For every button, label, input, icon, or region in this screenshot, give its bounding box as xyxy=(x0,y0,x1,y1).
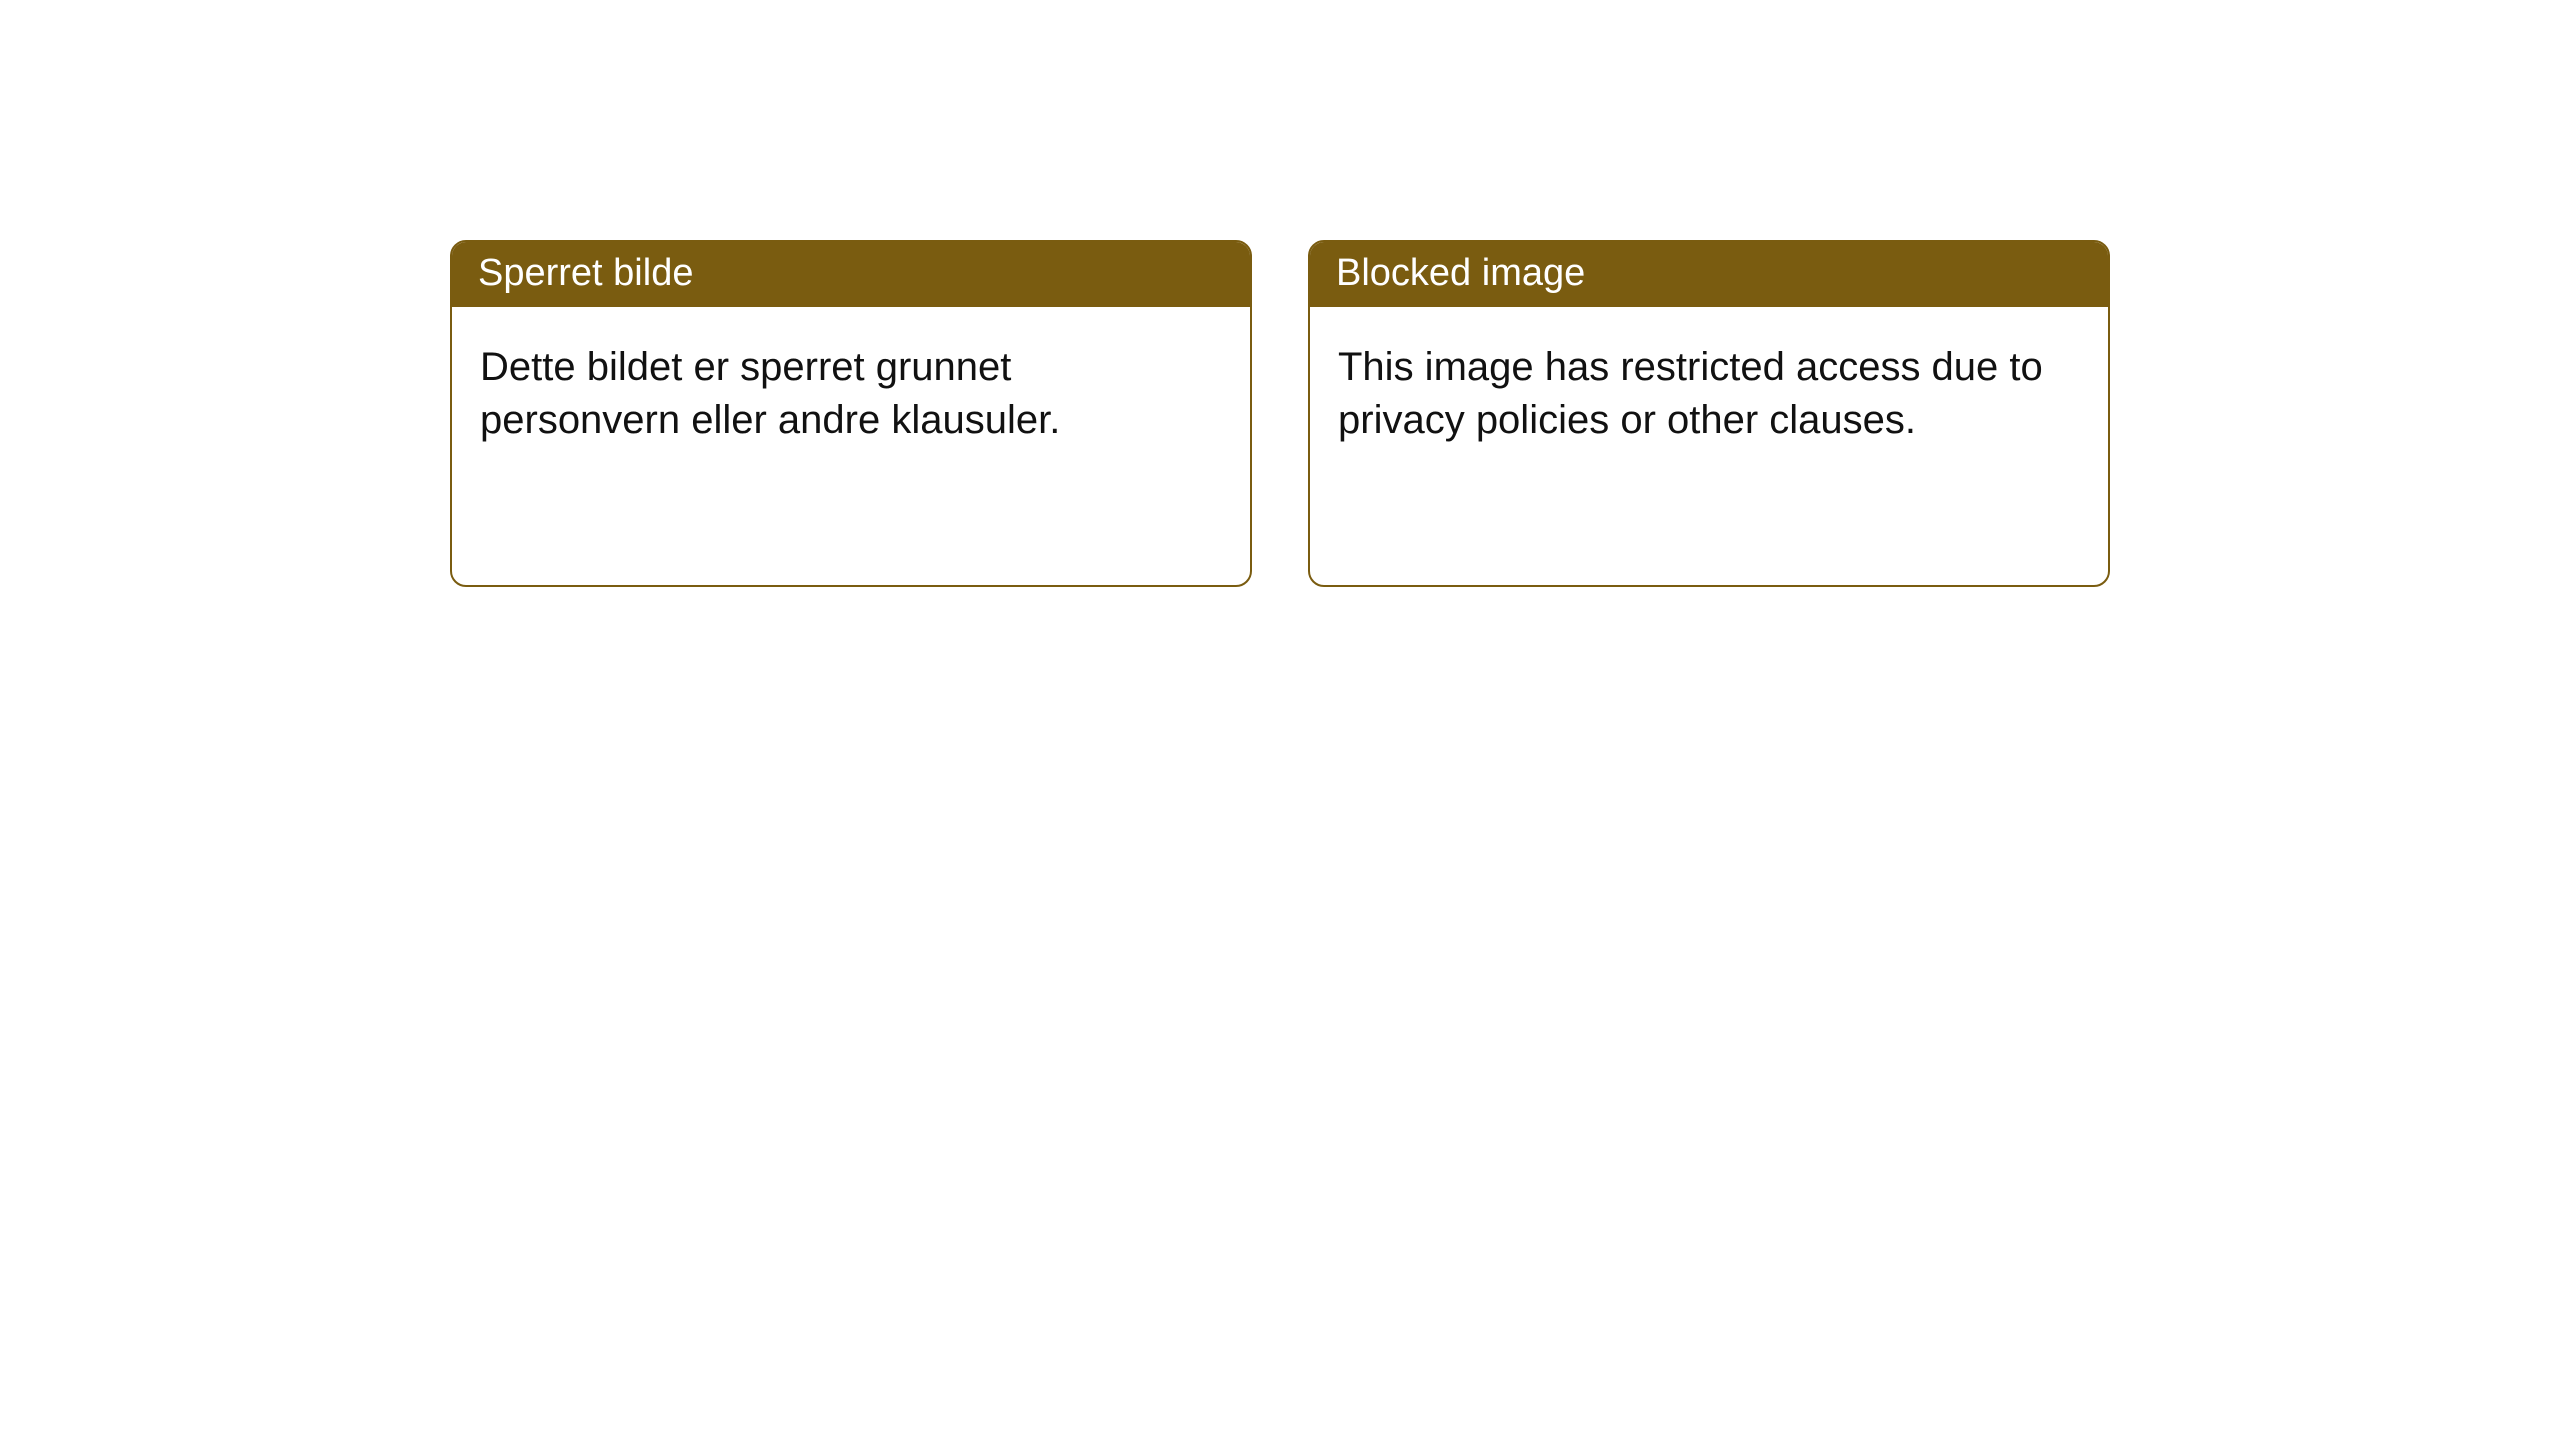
notice-card-norwegian: Sperret bilde Dette bildet er sperret gr… xyxy=(450,240,1252,587)
notice-card-body: Dette bildet er sperret grunnet personve… xyxy=(452,307,1250,585)
notice-container: Sperret bilde Dette bildet er sperret gr… xyxy=(0,240,2560,587)
notice-title: Sperret bilde xyxy=(478,252,693,294)
notice-card-header: Blocked image xyxy=(1310,242,2108,307)
notice-card-header: Sperret bilde xyxy=(452,242,1250,307)
notice-message: This image has restricted access due to … xyxy=(1338,341,2080,447)
notice-card-english: Blocked image This image has restricted … xyxy=(1308,240,2110,587)
notice-card-body: This image has restricted access due to … xyxy=(1310,307,2108,585)
notice-message: Dette bildet er sperret grunnet personve… xyxy=(480,341,1222,447)
notice-title: Blocked image xyxy=(1336,252,1585,294)
